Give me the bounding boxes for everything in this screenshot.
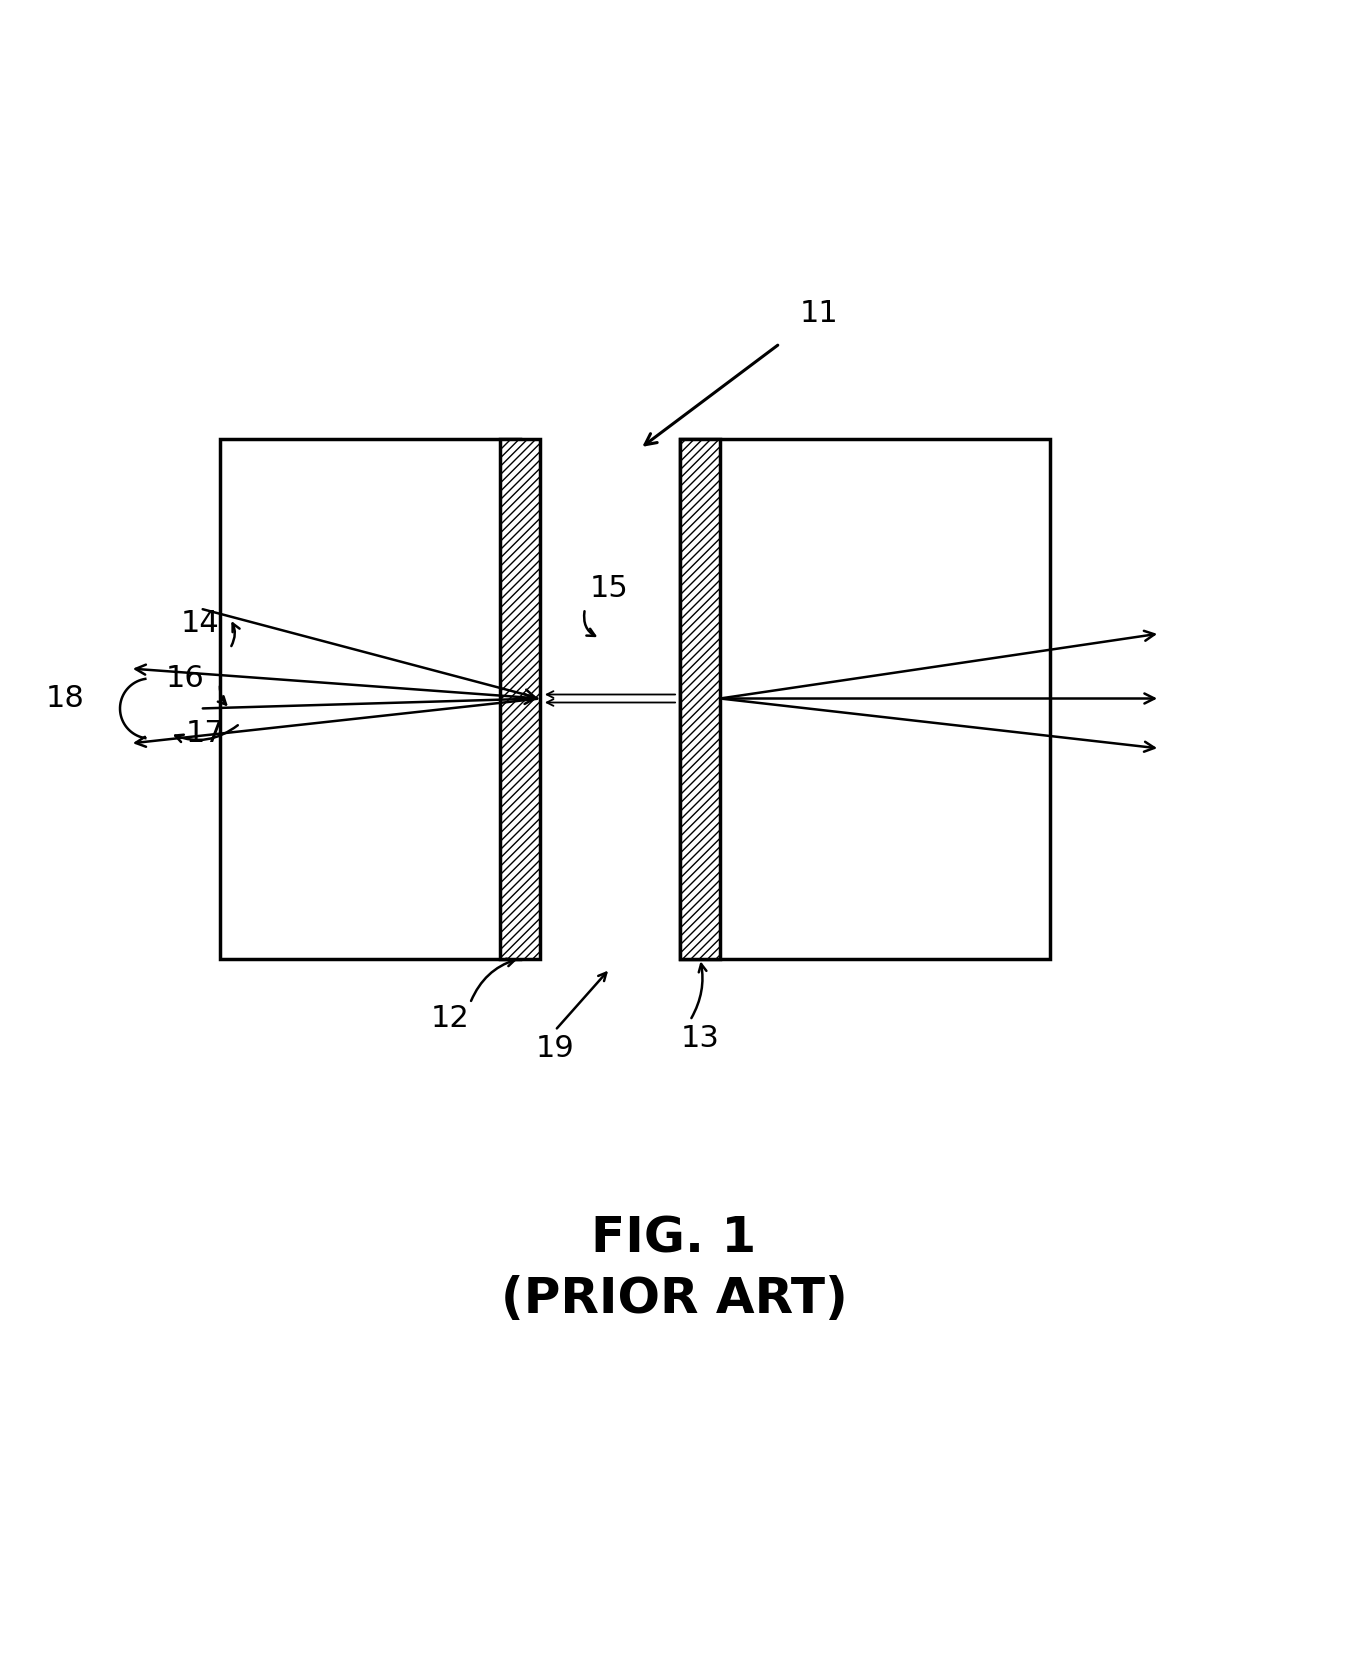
Bar (680, 438, 1050, 959)
Text: 11: 11 (800, 299, 839, 329)
Bar (680, 438, 720, 959)
Text: 13: 13 (680, 1025, 719, 1053)
Text: 17: 17 (186, 719, 224, 748)
Text: 12: 12 (430, 1005, 469, 1033)
Bar (220, 438, 519, 959)
Bar (500, 438, 540, 959)
Text: 16: 16 (166, 664, 205, 693)
Text: FIG. 1: FIG. 1 (591, 1214, 757, 1263)
Text: 19: 19 (536, 1035, 575, 1063)
Text: (PRIOR ART): (PRIOR ART) (500, 1275, 847, 1323)
Text: 15: 15 (590, 574, 629, 604)
Text: 14: 14 (181, 609, 220, 637)
Text: 18: 18 (46, 684, 85, 713)
